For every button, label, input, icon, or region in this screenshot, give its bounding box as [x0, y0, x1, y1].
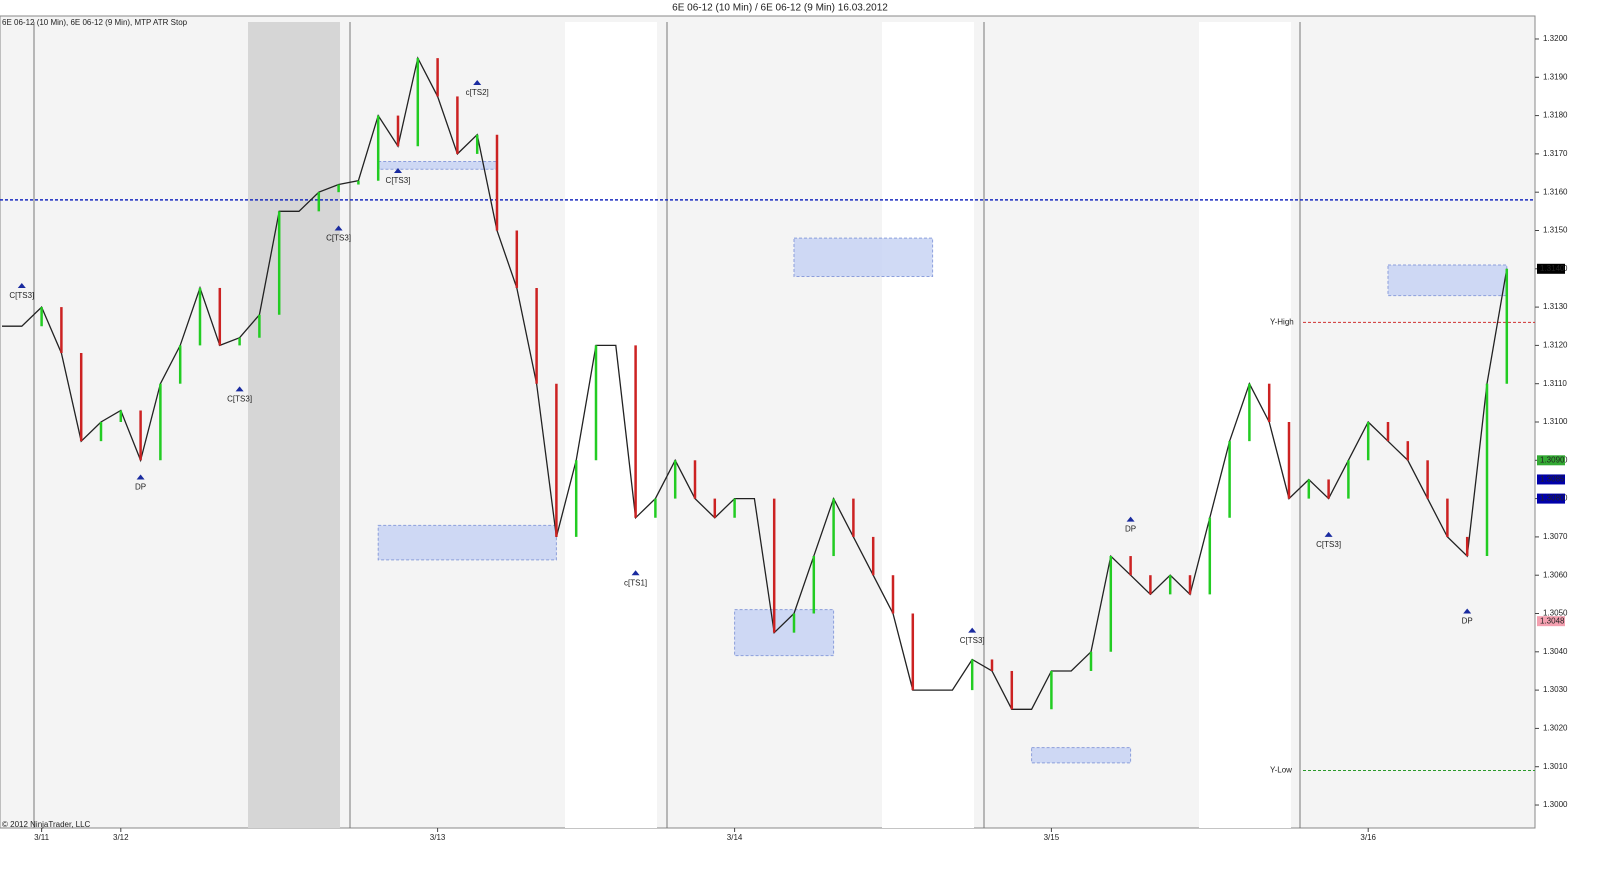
y-tick-label: 1.3020 — [1543, 724, 1568, 733]
signal-marker — [235, 386, 244, 392]
price-marker-label: 1.3140 — [1540, 264, 1565, 273]
price-marker-label: 1.3090 — [1540, 455, 1565, 464]
x-tick-label: 3/12 — [113, 833, 129, 842]
session-shade — [248, 22, 340, 828]
x-tick-label: 3/14 — [727, 833, 743, 842]
signal-label: C[TS3] — [9, 291, 34, 300]
price-marker-label: 1.3080 — [1540, 494, 1565, 503]
price-marker — [1537, 616, 1565, 627]
price-marker-label: 1.3085 — [1540, 475, 1565, 484]
footer: © 2012 NinjaTrader, LLC — [2, 820, 91, 829]
signal-label: c[TS1] — [624, 578, 647, 587]
y-tick-label: 1.3200 — [1543, 34, 1568, 43]
signal-label: C[TS3] — [386, 176, 411, 185]
y-tick-label: 1.3160 — [1543, 187, 1568, 196]
y-tick-label: 1.3110 — [1543, 379, 1567, 388]
target-zone — [1031, 747, 1132, 764]
chart-title: 6E 06-12 (10 Min) / 6E 06-12 (9 Min) 16.… — [672, 3, 888, 14]
price-marker — [1537, 474, 1565, 485]
plot-area — [0, 15, 1536, 829]
price-line — [2, 56, 1508, 710]
signal-label: C[TS3] — [227, 394, 252, 403]
level-label: Y-Low — [1270, 766, 1292, 775]
signal-label: c[TS2] — [466, 88, 489, 97]
signal-marker — [968, 627, 977, 633]
target-zone — [734, 609, 835, 657]
signal-marker — [394, 168, 402, 174]
session-shade — [565, 22, 657, 828]
price-marker — [1537, 455, 1565, 466]
signal-marker — [1463, 608, 1472, 614]
x-tick-label: 3/15 — [1044, 833, 1060, 842]
x-tick-label: 3/16 — [1360, 833, 1376, 842]
y-tick-label: 1.3010 — [1543, 762, 1568, 771]
y-tick-label: 1.3150 — [1543, 226, 1568, 235]
target-zone — [377, 161, 498, 170]
session-lines — [33, 22, 1301, 828]
signal-label: C[TS3] — [960, 636, 985, 645]
y-tick-label: 1.3130 — [1543, 302, 1568, 311]
y-tick-label: 1.3100 — [1543, 417, 1568, 426]
target-zone — [793, 237, 934, 277]
session-shade — [882, 22, 974, 828]
y-tick-label: 1.3120 — [1543, 341, 1568, 350]
session-shade — [1199, 22, 1291, 828]
y-tick-label: 1.3040 — [1543, 647, 1568, 656]
signal-marker — [631, 570, 640, 576]
price-marker — [1537, 493, 1565, 504]
y-tick-label: 1.3060 — [1543, 570, 1568, 579]
y-tick-label: 1.3070 — [1543, 532, 1568, 541]
chart-subtitle: 6E 06-12 (10 Min), 6E 06-12 (9 Min), MTP… — [2, 18, 188, 27]
y-tick-label: 1.3000 — [1543, 800, 1568, 809]
x-tick-label: 3/11 — [34, 833, 50, 842]
level-label: Y-High — [1270, 318, 1294, 327]
signal-marker — [1126, 516, 1135, 522]
signal-marker — [334, 225, 343, 231]
signal-label: DP — [135, 483, 146, 492]
signal-label: DP — [1125, 525, 1136, 534]
signal-marker — [1324, 531, 1333, 537]
signal-label: C[TS3] — [1316, 540, 1341, 549]
price-marker-label: 1.3048 — [1540, 616, 1565, 625]
target-zone — [1387, 264, 1508, 297]
y-tick-label: 1.3180 — [1543, 111, 1568, 120]
signal-label: C[TS3] — [326, 234, 351, 243]
signal-marker — [136, 474, 145, 480]
signal-marker — [473, 79, 482, 85]
y-tick-label: 1.3170 — [1543, 149, 1568, 158]
y-tick-label: 1.3050 — [1543, 609, 1568, 618]
signal-label: DP — [1462, 617, 1473, 626]
y-tick-label: 1.3190 — [1543, 72, 1568, 81]
x-tick-label: 3/13 — [430, 833, 446, 842]
signal-marker — [17, 282, 26, 288]
target-zone — [377, 524, 557, 561]
price-marker — [1537, 263, 1565, 274]
y-tick-label: 1.3030 — [1543, 685, 1568, 694]
